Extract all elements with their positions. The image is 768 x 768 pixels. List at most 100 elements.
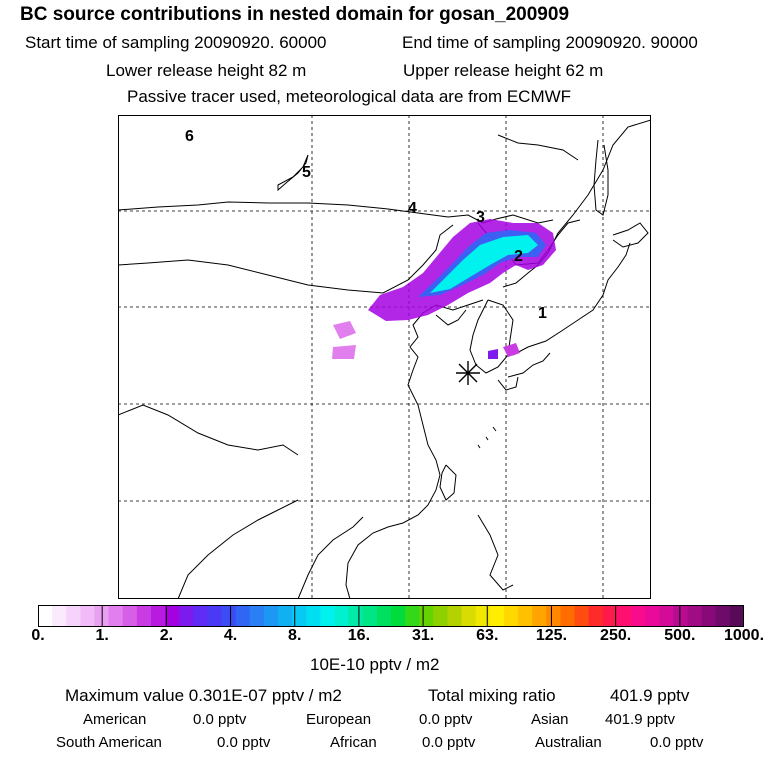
colorbar-tick-label: 4. — [223, 627, 238, 644]
colorbar-cell — [122, 605, 138, 627]
colorbar-tick-label: 500. — [664, 627, 696, 644]
colorbar-cell — [292, 605, 307, 627]
european-label: European — [306, 711, 372, 728]
lat-lon-grid — [118, 115, 651, 599]
upper-release-height-label: Upper release height 62 m — [403, 61, 604, 80]
colorbar-cell — [376, 605, 392, 627]
lower-release-height-label: Lower release height 82 m — [106, 61, 307, 80]
coastlines — [118, 119, 651, 599]
colorbar-cell — [207, 605, 222, 627]
plume-patch-4 — [488, 349, 498, 359]
colorbar-cell — [659, 605, 674, 627]
colorbar-cell — [687, 605, 703, 627]
region-label-5: 5 — [302, 164, 311, 181]
colorbar-cell — [306, 605, 321, 627]
colorbar-cell — [320, 605, 335, 627]
american-value: 0.0 pptv — [193, 711, 247, 728]
colorbar-cell — [574, 605, 590, 627]
south-american-label: South American — [56, 734, 162, 751]
colorbar-cell — [179, 605, 194, 627]
colorbar-cell — [405, 605, 420, 627]
region-label-4: 4 — [408, 200, 417, 217]
start-time-label: Start time of sampling 20090920. 60000 — [25, 33, 327, 52]
colorbar-cell — [52, 605, 67, 627]
colorbar-cell — [673, 605, 688, 627]
colorbar-cell — [221, 605, 237, 627]
australian-label: Australian — [535, 734, 602, 751]
colorbar-cell — [503, 605, 519, 627]
total-mixing-ratio-value: 401.9 pptv — [610, 686, 690, 705]
colorbar-cell — [136, 605, 152, 627]
chart-title: BC source contributions in nested domain… — [20, 4, 570, 25]
colorbar-cells — [38, 605, 744, 627]
colorbar-cell — [38, 605, 53, 627]
colorbar-cell — [108, 605, 124, 627]
colorbar-cell — [278, 605, 293, 627]
region-label-6: 6 — [185, 128, 194, 145]
colorbar-cell — [518, 605, 533, 627]
colorbar — [38, 605, 744, 627]
plume-patch-1 — [333, 321, 356, 339]
colorbar-cell — [249, 605, 265, 627]
region-label-3: 3 — [476, 209, 485, 226]
colorbar-cell — [150, 605, 166, 627]
colorbar-cell — [348, 605, 364, 627]
colorbar-cell — [532, 605, 547, 627]
colorbar-cell — [433, 605, 448, 627]
colorbar-cell — [447, 605, 462, 627]
colorbar-tick-label: 250. — [600, 627, 632, 644]
south-american-value: 0.0 pptv — [217, 734, 271, 751]
colorbar-cell — [80, 605, 95, 627]
tracer-note: Passive tracer used, meteorological data… — [127, 87, 572, 106]
concentration-plume — [332, 219, 556, 359]
colorbar-cell — [334, 605, 350, 627]
colorbar-cell — [419, 605, 434, 627]
asian-value: 401.9 pptv — [605, 711, 676, 728]
colorbar-cell — [546, 605, 561, 627]
colorbar-cell — [391, 605, 406, 627]
colorbar-units: 10E-10 pptv / m2 — [310, 655, 440, 674]
colorbar-cell — [193, 605, 208, 627]
end-time-label: End time of sampling 20090920. 90000 — [402, 33, 698, 52]
colorbar-cell — [715, 605, 731, 627]
colorbar-tick-label: 2. — [159, 627, 174, 644]
plume-patch-2 — [332, 345, 356, 359]
colorbar-tick-label: 1000. — [723, 627, 765, 644]
colorbar-cell — [263, 605, 279, 627]
colorbar-cell — [475, 605, 491, 627]
maximum-value: Maximum value 0.301E-07 pptv / m2 — [65, 686, 342, 705]
colorbar-cell — [489, 605, 505, 627]
source-contribution-map: 1 2 3 4 5 6 — [118, 115, 651, 599]
region-label-2: 2 — [514, 248, 523, 265]
colorbar-cell — [165, 605, 180, 627]
colorbar-tick-label: 16. — [347, 627, 371, 644]
colorbar-cell — [235, 605, 251, 627]
colorbar-tick-label: 63. — [476, 627, 499, 644]
map-frame — [118, 115, 651, 599]
colorbar-tick-label: 8. — [288, 627, 302, 644]
receptor-star-icon — [456, 361, 480, 385]
colorbar-cell — [362, 605, 378, 627]
colorbar-frame — [38, 605, 744, 627]
colorbar-cell — [631, 605, 646, 627]
colorbar-cell — [588, 605, 604, 627]
colorbar-cell — [645, 605, 660, 627]
colorbar-tick-label: 31. — [411, 627, 435, 644]
colorbar-tick-label: 0. — [31, 627, 45, 644]
african-value: 0.0 pptv — [422, 734, 476, 751]
australian-value: 0.0 pptv — [650, 734, 704, 751]
total-mixing-ratio-label: Total mixing ratio — [428, 686, 556, 705]
colorbar-cell — [616, 605, 632, 627]
asian-label: Asian — [531, 711, 569, 728]
plume-core — [430, 235, 538, 293]
colorbar-cell — [461, 605, 477, 627]
colorbar-cell — [560, 605, 575, 627]
plume-patch-3 — [503, 343, 520, 357]
american-label: American — [83, 711, 147, 728]
colorbar-cell — [701, 605, 717, 627]
colorbar-cell — [729, 605, 744, 627]
african-label: African — [330, 734, 377, 751]
european-value: 0.0 pptv — [419, 711, 473, 728]
colorbar-tick-label: 1. — [95, 627, 109, 644]
colorbar-cell — [66, 605, 81, 627]
